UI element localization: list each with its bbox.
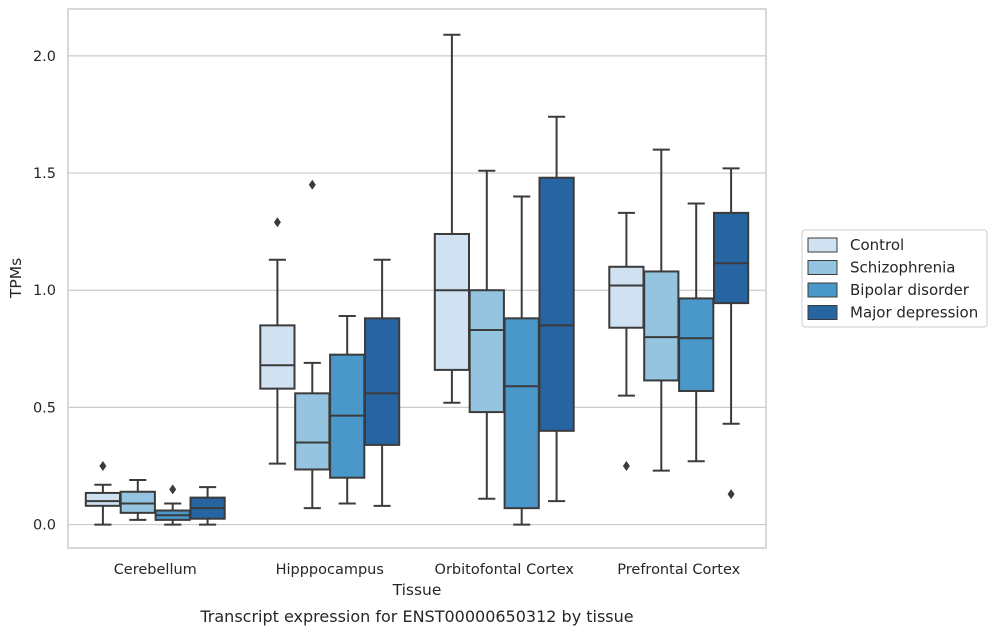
legend-swatch xyxy=(807,237,838,253)
outlier-point xyxy=(622,460,630,471)
legend-frame xyxy=(801,229,988,328)
outlier-point xyxy=(308,179,316,190)
legend-entry: Major depression xyxy=(850,304,978,322)
x-tick-label: Orbitofontal Cortex xyxy=(435,562,575,578)
box xyxy=(294,392,331,471)
legend-swatch xyxy=(807,305,838,320)
box xyxy=(259,324,296,390)
box xyxy=(678,297,715,392)
legend-entry: Bipolar disorder xyxy=(850,281,970,299)
outlier-point xyxy=(99,460,107,471)
x-tick-labels: Cerebellum Hipppocampus Orbitofontal Corte… xyxy=(114,562,741,578)
outlier-point xyxy=(169,484,177,495)
x-tick-label: Hipppocampus xyxy=(276,562,384,578)
y-tick-labels: 0.0 0.5 1.0 1.5 2.0 xyxy=(33,49,56,534)
y-tick-label: 2.0 xyxy=(33,49,56,65)
box xyxy=(119,490,156,514)
y-tick-label: 1.0 xyxy=(33,283,56,299)
box xyxy=(608,265,645,329)
plot-marks xyxy=(84,33,750,526)
box xyxy=(433,232,471,371)
grid-lines xyxy=(68,55,766,526)
x-tick-label: Cerebellum xyxy=(114,562,197,578)
y-tick-label: 1.5 xyxy=(33,166,56,182)
chart-caption: Transcript expression for ENST0000065031… xyxy=(199,607,633,626)
legend-swatch xyxy=(807,282,838,298)
legend-swatch xyxy=(807,260,838,275)
legend-entry: Schizophrenia xyxy=(850,259,955,277)
x-tick-label: Prefrontal Cortex xyxy=(617,562,740,578)
box xyxy=(468,289,505,414)
outlier-point xyxy=(273,217,281,228)
y-tick-label: 0.0 xyxy=(33,518,56,534)
legend: Control Schizophrenia Bipolar disorder Majo… xyxy=(801,229,988,328)
box xyxy=(84,491,122,507)
plot-frame xyxy=(67,8,767,549)
y-tick-label: 0.5 xyxy=(33,400,56,416)
x-axis-label: Tissue xyxy=(392,581,442,599)
box xyxy=(712,211,750,305)
box xyxy=(538,176,575,432)
y-axis-label: TPMs xyxy=(7,258,25,299)
box xyxy=(363,317,401,446)
box xyxy=(503,317,540,510)
box xyxy=(643,270,680,382)
legend-entry: Control xyxy=(850,236,904,254)
outlier-point xyxy=(727,489,735,500)
